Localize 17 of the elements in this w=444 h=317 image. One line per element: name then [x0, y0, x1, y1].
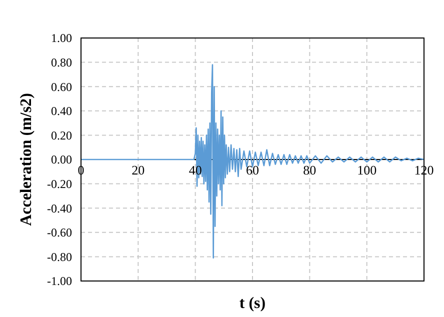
y-tick-label: -0.40	[47, 201, 72, 216]
y-tick-label: -0.80	[47, 250, 72, 264]
x-tick-label: 100	[357, 162, 377, 178]
y-tick-label: -0.60	[47, 226, 72, 240]
y-tick-label: -1.00	[47, 274, 72, 288]
y-tick-label: 0.40	[51, 104, 72, 118]
y-tick-label: 0.60	[51, 80, 72, 94]
y-tick-label: 0.80	[51, 56, 72, 70]
y-tick-label: 1.00	[51, 31, 72, 46]
x-tick-label: 20	[132, 162, 145, 178]
x-tick-label: 60	[246, 162, 259, 178]
x-axis-title: t (s)	[239, 295, 266, 312]
y-axis-title: Acceleration (m/s2)	[18, 93, 35, 226]
y-tick-label: 0.00	[51, 152, 72, 167]
x-tick-label: 80	[303, 162, 316, 178]
y-tick-label: 0.20	[51, 128, 72, 142]
y-tick-label: -0.20	[47, 177, 72, 191]
